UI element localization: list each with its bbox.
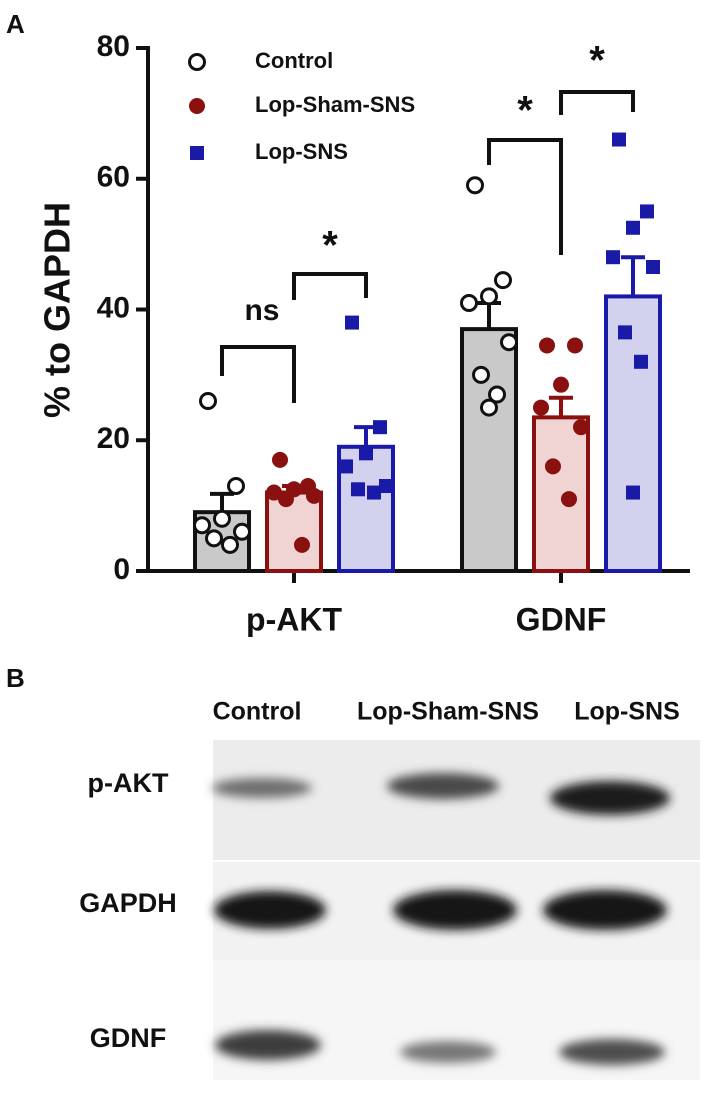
band [393,890,517,930]
data-point [233,522,251,541]
legend-label: Control [255,48,333,73]
significance-bracket [487,138,563,255]
band [543,890,667,930]
band [550,781,670,815]
data-point [626,485,640,500]
data-point [227,477,245,496]
significance-bracket [292,272,368,300]
x-tick-label: p-AKT [246,601,342,637]
data-point [553,376,569,393]
data-point [367,485,381,500]
bar [532,415,590,573]
data-point [359,446,373,461]
data-point [500,333,518,352]
data-point [573,419,589,436]
data-point [351,482,365,497]
data-point [345,315,359,330]
data-point [640,204,654,219]
blot-row-label: GAPDH [79,888,177,918]
data-point [472,365,490,384]
legend-marker [188,53,206,71]
data-point [373,420,387,435]
significance-bracket [220,345,296,403]
band [214,891,326,929]
data-point [379,479,393,494]
band [215,1030,321,1060]
data-point [294,536,310,553]
data-point [646,260,660,275]
band [400,1041,496,1063]
data-point [533,399,549,416]
legend-label: Lop-SNS [255,139,348,164]
bar [460,327,518,573]
significance-label: * [517,89,533,133]
data-point [634,354,648,369]
y-tick-label: 0 [113,553,130,586]
data-point [539,337,555,354]
panel-label: A [6,9,25,39]
y-tick-label: 20 [97,422,130,455]
data-point [626,220,640,235]
data-point [213,509,231,528]
data-point [480,398,498,417]
significance-label: * [322,224,338,268]
y-axis-title: % to GAPDH [37,202,78,418]
data-point [339,459,353,474]
data-point [205,529,223,548]
blot-column-label: Lop-Sham-SNS [357,698,539,726]
data-point [278,491,294,508]
legend-marker [189,98,205,114]
bar [265,490,323,573]
data-point [221,535,239,554]
blot-column-label: Control [213,698,302,726]
data-point [480,287,498,306]
significance-label: * [589,39,605,83]
data-point [306,487,322,504]
blot-row-label: p-AKT [88,768,169,798]
data-point [612,132,626,147]
data-point [488,385,506,404]
data-point [545,458,561,475]
significance-label: ns [244,294,279,327]
blot-bands [212,773,670,1065]
data-point [618,325,632,340]
data-point [494,271,512,290]
data-point [460,293,478,312]
blot-row-label: GDNF [90,1023,167,1053]
data-point [199,392,217,411]
data-point [561,491,577,508]
legend-marker [190,146,204,160]
band [212,778,312,798]
data-point [266,484,282,501]
data-point [466,176,484,195]
band [559,1039,665,1065]
band [387,773,499,799]
significance-bracket [559,90,635,115]
y-tick-label: 40 [97,291,130,324]
data-point [606,250,620,265]
data-point [272,451,288,468]
legend-label: Lop-Sham-SNS [255,92,415,117]
bar [604,294,662,573]
x-tick-label: GDNF [516,601,607,637]
panel-label: B [6,663,25,693]
data-point [193,516,211,535]
blot-column-label: Lop-SNS [574,698,680,726]
y-tick-label: 60 [97,161,130,194]
data-point [567,337,583,354]
y-tick-label: 80 [97,30,130,63]
